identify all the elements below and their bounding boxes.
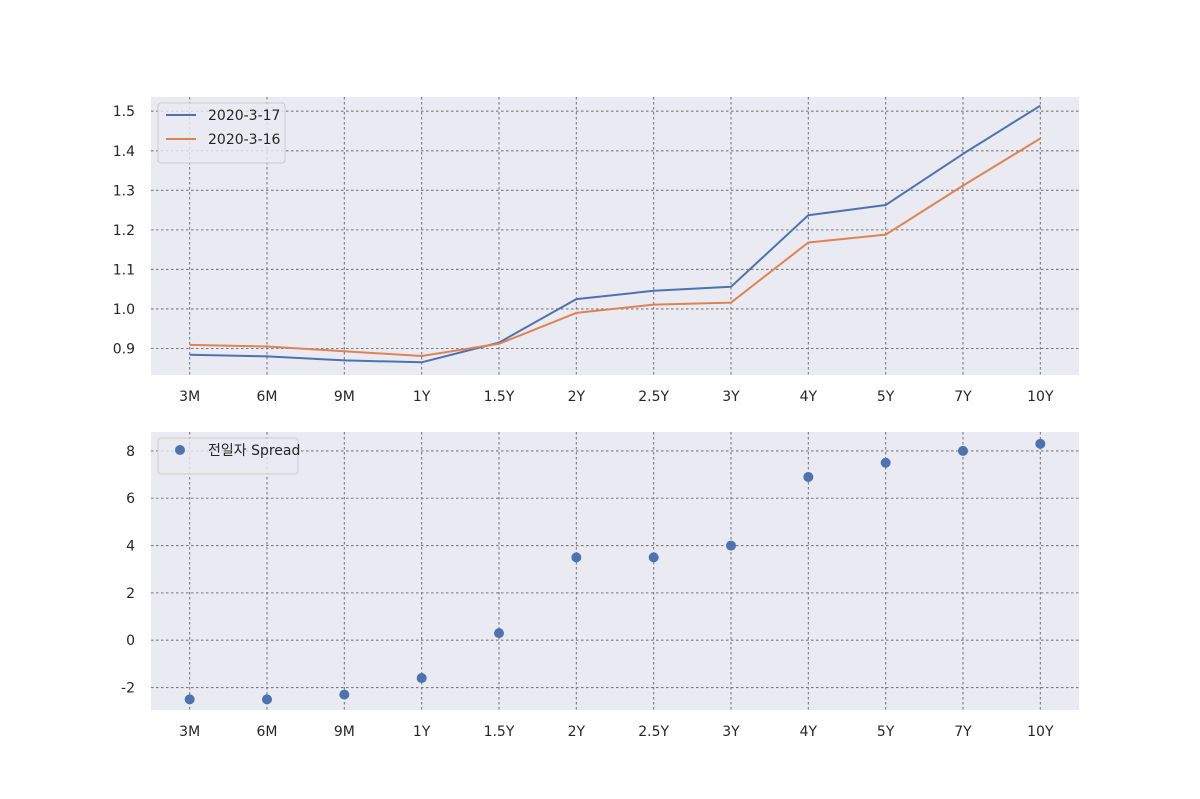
plot-area — [151, 97, 1079, 375]
x-tick-label: 1.5Y — [484, 389, 515, 405]
legend-marker-swatch — [175, 445, 185, 455]
data-point — [419, 360, 424, 365]
y-tick-label: 1.5 — [113, 104, 135, 120]
data-point — [1038, 103, 1043, 108]
x-tick-label: 7Y — [954, 724, 972, 740]
scatter-point — [648, 552, 659, 563]
y-tick-label: -2 — [121, 681, 135, 697]
y-tick-label: 4 — [126, 539, 135, 555]
x-tick-label: 7Y — [954, 389, 972, 405]
scatter-point — [184, 694, 195, 705]
y-tick-label: 0 — [126, 633, 135, 649]
scatter-point — [339, 689, 350, 700]
scatter-point — [726, 540, 736, 551]
scatter-point — [262, 694, 272, 705]
data-point — [729, 284, 734, 289]
x-tick-label: 3M — [179, 389, 200, 405]
series-line-1 — [189, 137, 1041, 357]
data-point — [961, 183, 966, 188]
x-tick-label: 10Y — [1027, 389, 1054, 405]
spread-scatter-chart: 3M 6M 9M 1Y 1.5Y 2Y 2.5Y 3Y 4Y 5Y 7Y 10Y -2 0 2 4 6 8 전일자 … — [121, 432, 1079, 740]
y-tick-label: 1.0 — [113, 302, 135, 318]
y-tick-label: 2 — [126, 586, 135, 602]
x-tick-label: 2.5Y — [638, 724, 669, 740]
y-tick-label: 1.1 — [113, 262, 135, 278]
series-line-0 — [189, 104, 1041, 364]
scatter-point — [880, 457, 891, 468]
data-point — [497, 341, 502, 346]
yield-curve-line-chart: 3M 6M 9M 1Y 1.5Y 2Y 2.5Y 3Y 4Y 5Y 7Y 10Y 0.9 1.0 1.1 1.… — [113, 97, 1079, 405]
scatter-point — [958, 445, 968, 456]
x-tick-label: 9M — [334, 389, 355, 405]
data-point — [342, 349, 347, 354]
y-tick-label: 8 — [126, 444, 135, 460]
x-tick-label: 6M — [257, 389, 278, 405]
scatter-point — [416, 673, 427, 684]
scatter-point — [494, 628, 504, 639]
data-point — [574, 297, 579, 302]
x-tick-label: 2Y — [568, 389, 586, 405]
data-point — [187, 342, 192, 347]
x-tick-label: 1Y — [413, 389, 431, 405]
x-tick-label: 5Y — [877, 389, 895, 405]
legend-label: 2020-3-17 — [208, 108, 280, 124]
x-tick-label: 1Y — [413, 724, 431, 740]
y-tick-label: 0.9 — [113, 342, 135, 358]
x-tick-label: 5Y — [877, 724, 895, 740]
scatter-point — [571, 552, 582, 563]
x-tick-label: 4Y — [800, 389, 818, 405]
x-tick-label: 3Y — [722, 724, 740, 740]
plot-area — [151, 432, 1079, 710]
y-tick-label: 1.3 — [113, 183, 135, 199]
x-tick-label: 3M — [179, 724, 200, 740]
y-tick-label: 1.2 — [113, 223, 135, 239]
data-point — [806, 213, 811, 218]
data-point — [883, 202, 888, 207]
data-point — [961, 151, 966, 156]
legend: 전일자 Spread — [157, 437, 300, 475]
x-tick-label: 4Y — [800, 724, 818, 740]
x-tick-label: 1.5Y — [484, 724, 515, 740]
scatter-point — [803, 471, 814, 482]
x-tick-label: 10Y — [1027, 724, 1054, 740]
legend: 2020-3-17 2020-3-16 — [157, 102, 286, 164]
y-tick-label: 1.4 — [113, 144, 135, 160]
data-point — [806, 240, 811, 245]
data-point — [729, 300, 734, 305]
data-point — [651, 302, 656, 307]
data-point — [883, 232, 888, 237]
data-point — [651, 288, 656, 293]
y-tick-label: 6 — [126, 491, 135, 507]
data-point — [187, 352, 192, 357]
data-point — [419, 354, 424, 359]
data-point — [342, 358, 347, 363]
data-point — [265, 354, 270, 359]
x-tick-label: 2.5Y — [638, 389, 669, 405]
legend-box — [157, 102, 286, 164]
scatter-point — [1035, 438, 1046, 449]
legend-label: 2020-3-16 — [208, 132, 281, 148]
x-tick-label: 9M — [334, 724, 355, 740]
legend-label: 전일자 Spread — [208, 443, 300, 459]
legend-box — [157, 437, 299, 475]
data-point — [265, 344, 270, 349]
data-point — [1038, 136, 1043, 141]
x-tick-label: 6M — [257, 724, 278, 740]
x-tick-label: 3Y — [722, 389, 740, 405]
x-tick-label: 2Y — [568, 724, 586, 740]
data-point — [574, 310, 579, 315]
